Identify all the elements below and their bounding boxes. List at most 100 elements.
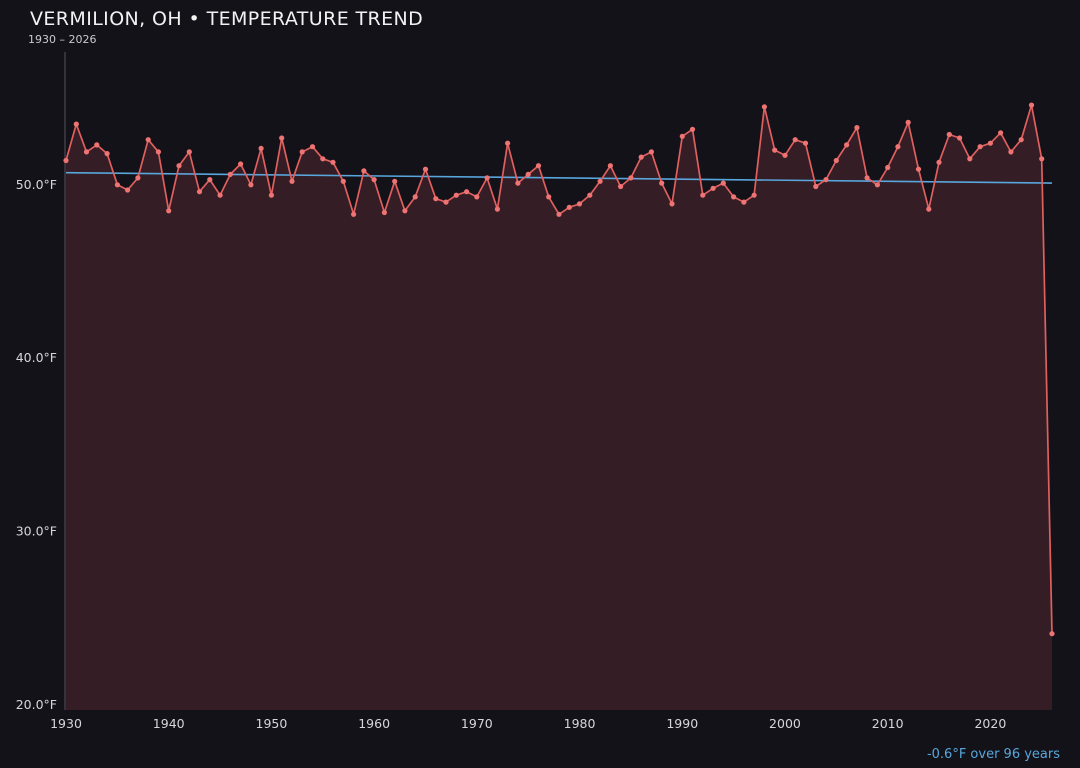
- data-point: [915, 166, 922, 172]
- data-point: [176, 163, 182, 169]
- data-point: [587, 192, 593, 198]
- data-point: [464, 189, 470, 195]
- data-point: [987, 140, 994, 146]
- data-point: [1008, 149, 1014, 155]
- x-tick-label: 1930: [50, 716, 82, 731]
- data-point: [474, 194, 480, 200]
- data-point: [505, 140, 511, 146]
- data-point: [833, 157, 839, 164]
- data-point: [155, 149, 161, 155]
- data-point: [145, 137, 151, 143]
- data-point: [597, 178, 603, 184]
- data-point: [443, 199, 449, 205]
- data-point: [309, 144, 316, 150]
- data-point: [772, 147, 778, 153]
- data-point: [73, 121, 79, 127]
- data-point: [751, 192, 757, 198]
- data-point: [761, 104, 768, 110]
- data-point: [289, 178, 295, 184]
- data-point: [135, 175, 141, 181]
- data-point: [679, 133, 685, 139]
- data-point: [125, 187, 131, 193]
- data-point: [1049, 631, 1055, 637]
- x-tick-label: 2020: [974, 716, 1006, 731]
- data-point: [874, 182, 881, 188]
- data-point: [813, 183, 819, 190]
- data-point: [535, 163, 542, 169]
- data-point: [792, 137, 798, 143]
- data-point: [720, 180, 726, 186]
- data-point: [94, 142, 100, 148]
- data-point: [1018, 137, 1024, 143]
- data-point: [607, 163, 614, 169]
- data-point: [885, 164, 891, 171]
- data-point: [330, 159, 336, 165]
- data-point: [700, 192, 706, 198]
- data-point: [576, 201, 583, 207]
- data-point: [166, 208, 172, 214]
- x-tick-label: 2010: [872, 716, 904, 731]
- data-point: [351, 211, 357, 217]
- data-point: [566, 204, 572, 210]
- y-tick-label: 30.0°F: [16, 523, 57, 538]
- chart-subtitle: 1930 – 2026: [28, 33, 97, 46]
- data-point: [946, 131, 952, 138]
- data-point: [227, 171, 233, 177]
- x-tick-label: 1980: [564, 716, 596, 731]
- temperature-area: [66, 105, 1052, 711]
- data-point: [926, 206, 932, 212]
- data-point: [392, 178, 398, 184]
- chart-header: VERMILION, OH • TEMPERATURE TREND 1930 –…: [28, 8, 423, 46]
- data-point: [525, 171, 531, 177]
- data-point: [114, 182, 120, 188]
- data-point: [998, 130, 1004, 136]
- x-tick-label: 1950: [256, 716, 288, 731]
- data-point: [238, 161, 244, 167]
- data-point: [484, 175, 490, 181]
- data-point: [741, 199, 747, 205]
- data-point: [864, 175, 870, 181]
- data-point: [936, 159, 942, 165]
- data-point: [268, 192, 274, 198]
- data-point: [381, 209, 387, 216]
- data-point: [844, 142, 850, 148]
- data-point: [63, 157, 69, 164]
- data-point: [618, 183, 624, 190]
- data-point: [710, 185, 716, 191]
- data-point: [279, 135, 285, 141]
- data-point: [1039, 156, 1045, 162]
- data-point: [371, 177, 377, 183]
- data-point: [731, 194, 737, 200]
- data-point: [217, 192, 223, 198]
- data-point: [977, 144, 983, 150]
- data-point: [258, 145, 264, 151]
- y-tick-label: 20.0°F: [16, 697, 57, 712]
- data-point: [299, 149, 305, 155]
- data-point: [1028, 102, 1035, 108]
- data-point: [638, 154, 644, 160]
- data-point: [515, 180, 521, 186]
- data-point: [957, 135, 963, 141]
- data-point: [412, 194, 418, 200]
- data-point: [905, 119, 911, 125]
- x-tick-label: 1940: [153, 716, 185, 731]
- data-point: [361, 168, 367, 174]
- data-point: [689, 126, 696, 132]
- data-point: [186, 149, 192, 155]
- data-point: [104, 151, 110, 157]
- data-point: [422, 166, 429, 172]
- data-point: [402, 208, 408, 214]
- x-tick-label: 2000: [769, 716, 801, 731]
- data-point: [340, 178, 346, 184]
- data-point: [546, 194, 552, 200]
- data-point: [659, 180, 665, 186]
- data-point: [628, 175, 634, 181]
- x-tick-label: 1970: [461, 716, 493, 731]
- data-point: [494, 206, 500, 212]
- data-point: [453, 192, 459, 198]
- data-point: [248, 182, 254, 188]
- data-point: [196, 189, 203, 195]
- data-point: [648, 149, 655, 155]
